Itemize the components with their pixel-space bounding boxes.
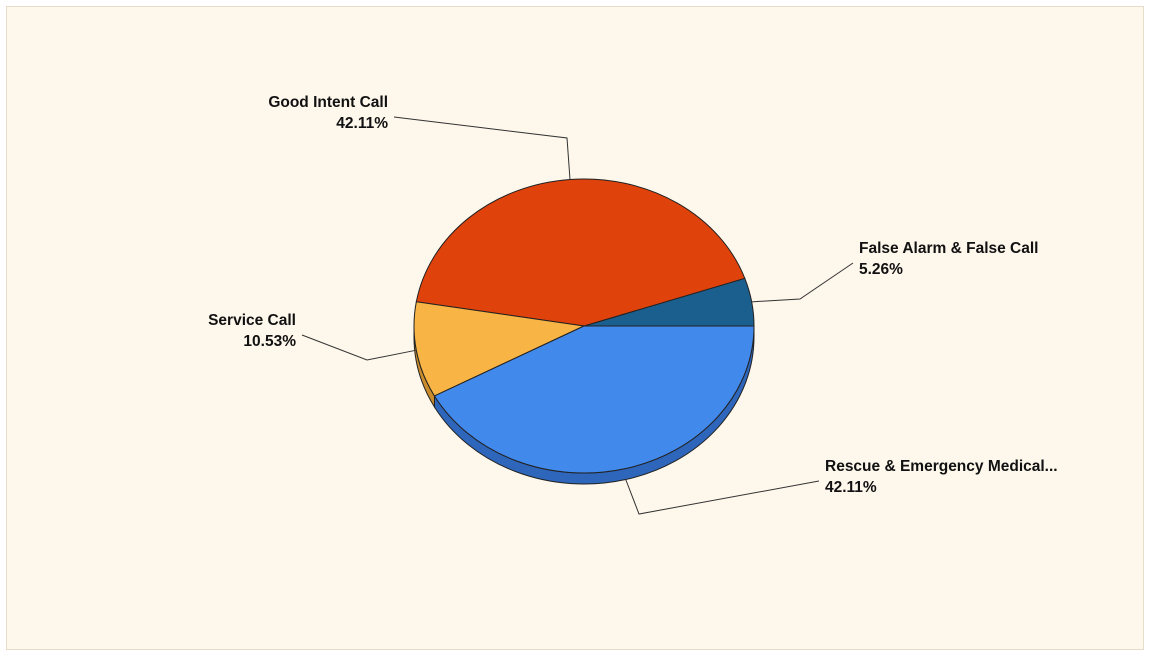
leader-line-good-intent-call: [393, 116, 571, 180]
slice-labels: False Alarm & False Call 5.26% Good Intent…: [208, 94, 1058, 496]
slice-label-false-alarm-and-false-call: False Alarm & False Call: [859, 240, 1038, 257]
pie-slice-rescue-and-emergency-medical[interactable]: [433, 325, 755, 474]
slice-value-false-alarm-and-false-call: 5.26%: [859, 261, 903, 278]
leader-line-service-call: [301, 334, 417, 361]
leader-lines: [301, 116, 854, 515]
pie-slice-service-call[interactable]: [413, 301, 586, 397]
chart-panel: False Alarm & False Call 5.26% Good Intent…: [6, 6, 1144, 650]
slice-value-rescue-and-emergency-medical: 42.11%: [825, 479, 877, 496]
slice-value-good-intent-call: 42.11%: [336, 115, 388, 132]
leader-line-false-alarm-and-false-call: [751, 262, 854, 303]
pie-chart: False Alarm & False Call 5.26% Good Intent…: [208, 94, 1058, 515]
pie-slices: [413, 178, 755, 474]
slice-value-service-call: 10.53%: [243, 333, 296, 350]
leader-line-rescue-and-emergency-medical: [625, 479, 820, 515]
slice-label-rescue-and-emergency-medical: Rescue & Emergency Medical...: [825, 458, 1058, 475]
slice-label-good-intent-call: Good Intent Call: [268, 94, 388, 111]
slice-label-service-call: Service Call: [208, 312, 296, 329]
